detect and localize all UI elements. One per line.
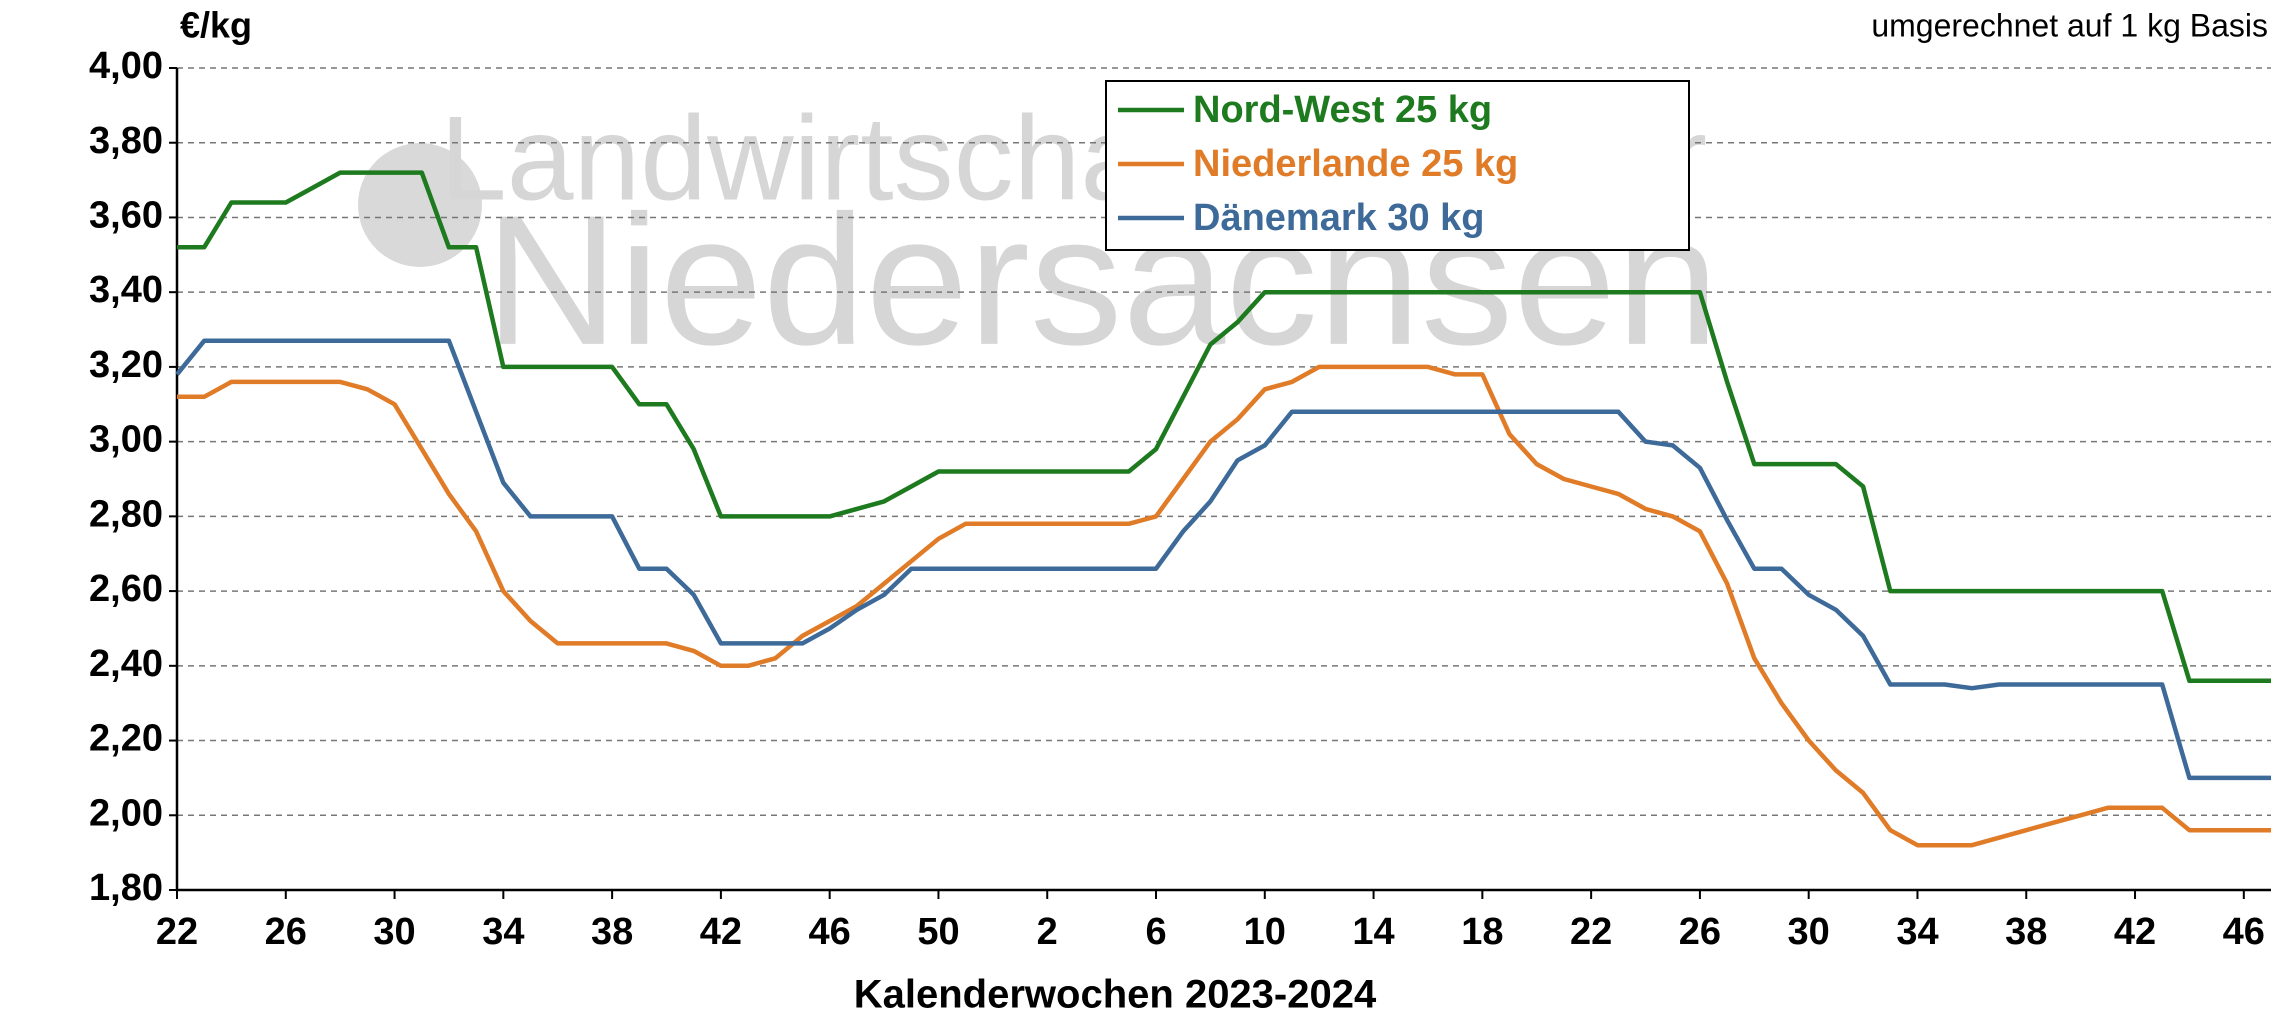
x-tick-label: 42 — [2114, 911, 2156, 953]
legend-label: Nord-West 25 kg — [1193, 89, 1492, 131]
x-tick-label: 22 — [1570, 911, 1612, 953]
y-tick-label: 2,00 — [89, 792, 163, 834]
legend-label: Dänemark 30 kg — [1193, 197, 1485, 239]
note: umgerechnet auf 1 kg Basis — [1871, 7, 2268, 43]
x-tick-label: 10 — [1244, 911, 1286, 953]
line — [175, 338, 2271, 781]
x-tick-label: 18 — [1461, 911, 1503, 953]
x-tick-label: 38 — [2005, 911, 2047, 953]
x-tick-label: 42 — [700, 911, 742, 953]
legend-box — [1105, 80, 1690, 251]
x-tick-label: 46 — [2223, 911, 2265, 953]
legend-label: Niederlande 25 kg — [1193, 143, 1518, 185]
x-tick-label: 38 — [591, 911, 633, 953]
x-tick-label: 50 — [917, 911, 959, 953]
x-tick-label: 6 — [1145, 911, 1166, 953]
x-tick-label: 34 — [1896, 911, 1938, 953]
y-tick-label: 2,40 — [89, 643, 163, 685]
x-tick-label: 26 — [265, 911, 307, 953]
line — [177, 170, 2271, 684]
y-tick-label: 2,60 — [89, 568, 163, 610]
y-tick-label: 3,60 — [89, 194, 163, 236]
x-tick-label: 34 — [482, 911, 524, 953]
x-tick-label: 46 — [809, 911, 851, 953]
line — [177, 364, 2271, 848]
x-tick-label: 30 — [373, 911, 415, 953]
x-tick-label: 22 — [156, 911, 198, 953]
x-tick-label: 2 — [1037, 911, 1058, 953]
y-tick-label: 3,40 — [89, 269, 163, 311]
y-tick-label: 4,00 — [89, 45, 163, 87]
y-tick-label: 3,80 — [89, 120, 163, 162]
x-tick-label: 30 — [1788, 911, 1830, 953]
x-axis-title: Kalenderwochen 2023-2024 — [854, 973, 1377, 1015]
x-tick-label: 26 — [1679, 911, 1721, 953]
y-tick-label: 2,20 — [89, 718, 163, 760]
y-axis-unit: €/kg — [180, 5, 252, 46]
y-tick-label: 3,20 — [89, 344, 163, 386]
x-tick-label: 14 — [1352, 911, 1394, 953]
y-tick-label: 3,00 — [89, 419, 163, 461]
y-tick-label: 2,80 — [89, 493, 163, 535]
y-tick-label: 1,80 — [89, 867, 163, 909]
